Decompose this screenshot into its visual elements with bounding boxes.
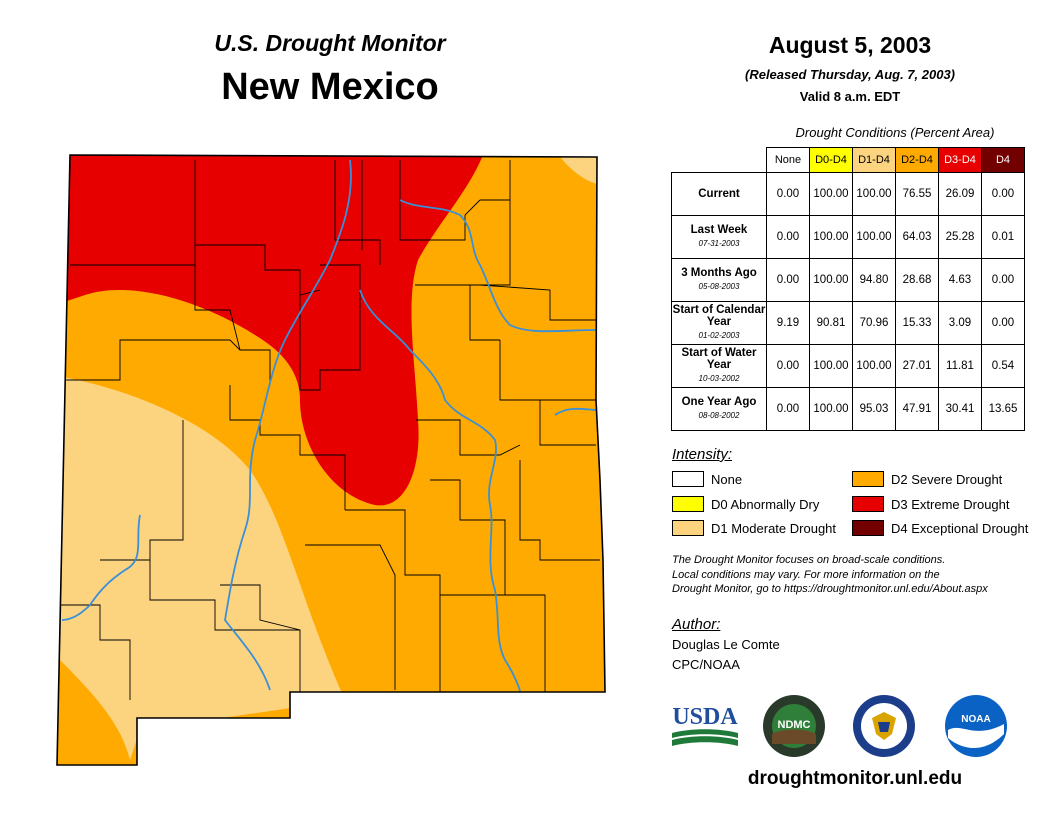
author-name: Douglas Le Comte [672, 637, 780, 652]
table-cell: 0.00 [981, 258, 1025, 302]
table-cell: 95.03 [852, 387, 896, 431]
table-cell: 0.00 [766, 258, 810, 302]
legend-heading: Intensity: [672, 446, 733, 463]
table-caption: Drought Conditions (Percent Area) [795, 125, 995, 140]
table-cell: 30.41 [938, 387, 982, 431]
legend-swatch [672, 496, 704, 512]
legend-swatch [852, 496, 884, 512]
legend-swatch [672, 520, 704, 536]
usda-logo: USDA [672, 704, 738, 746]
legend-item-d2: D2 Severe Drought [852, 470, 1002, 488]
author-heading: Author: [672, 616, 721, 633]
row-label: Start of Calendar Year 01-02-2003 [671, 301, 767, 345]
drought-map [56, 154, 606, 766]
table-cell: 0.00 [766, 387, 810, 431]
table-cell: 15.33 [895, 301, 939, 345]
table-cell: 100.00 [852, 215, 896, 259]
table-row: One Year Ago 08-08-2002 0.00 100.00 95.03… [671, 387, 1025, 431]
svg-text:NDMC: NDMC [778, 719, 811, 731]
legend-swatch [672, 471, 704, 487]
state-outline [56, 154, 606, 766]
row-label: Start of Water Year 10-03-2002 [671, 344, 767, 388]
table-cell: 64.03 [895, 215, 939, 259]
table-cell: 11.81 [938, 344, 982, 388]
table-cell: 47.91 [895, 387, 939, 431]
commerce-seal-logo [853, 695, 915, 757]
col-header-d1-d4: D1-D4 [852, 147, 896, 173]
table-cell: 100.00 [809, 258, 853, 302]
table-cell: 0.00 [766, 215, 810, 259]
website-link[interactable]: droughtmonitor.unl.edu [747, 768, 963, 789]
d1-moderate-drought-west [57, 375, 345, 760]
svg-text:USDA: USDA [672, 704, 738, 730]
rivers [61, 159, 599, 693]
table-cell: 3.09 [938, 301, 982, 345]
table-cell: 4.63 [938, 258, 982, 302]
ndmc-logo: NDMC [763, 695, 825, 757]
valid-time: Valid 8 a.m. EDT [799, 89, 901, 104]
legend-swatch [852, 471, 884, 487]
table-cell: 13.65 [981, 387, 1025, 431]
drought-stats-table: None D0-D4 D1-D4 D2-D4 D3-D4 D4 Current … [671, 147, 1025, 431]
table-row: 3 Months Ago 05-08-2003 0.00 100.00 94.80… [671, 258, 1025, 302]
release-date: (Released Thursday, Aug. 7, 2003) [745, 67, 955, 82]
col-header-d2-d4: D2-D4 [895, 147, 939, 173]
table-cell: 25.28 [938, 215, 982, 259]
table-cell: 100.00 [809, 172, 853, 216]
row-label: Current [671, 172, 767, 216]
legend-item-d1: D1 Moderate Drought [672, 519, 836, 537]
row-label: One Year Ago 08-08-2002 [671, 387, 767, 431]
legend-item-none: None [672, 470, 742, 488]
table-cell: 27.01 [895, 344, 939, 388]
col-header-none: None [766, 147, 810, 173]
table-cell: 94.80 [852, 258, 896, 302]
map-date: August 5, 2003 [768, 32, 932, 58]
legend-swatch [852, 520, 884, 536]
table-cell: 0.00 [766, 344, 810, 388]
table-cell: 0.01 [981, 215, 1025, 259]
table-cell: 100.00 [809, 344, 853, 388]
table-row: Current 0.00 100.00 100.00 76.55 26.09 0… [671, 172, 1025, 216]
map-brand-title: U.S. Drought Monitor [214, 30, 446, 56]
author-org: CPC/NOAA [672, 657, 740, 672]
legend-item-d0: D0 Abnormally Dry [672, 495, 819, 513]
table-cell: 100.00 [852, 172, 896, 216]
table-cell: 26.09 [938, 172, 982, 216]
table-row: Last Week 07-31-2003 0.00 100.00 100.00 6… [671, 215, 1025, 259]
row-label: 3 Months Ago 05-08-2003 [671, 258, 767, 302]
table-cell: 100.00 [809, 387, 853, 431]
disclaimer-note: The Drought Monitor focuses on broad-sca… [672, 554, 988, 595]
table-cell: 90.81 [809, 301, 853, 345]
table-cell: 70.96 [852, 301, 896, 345]
county-boundaries [60, 160, 600, 700]
row-label: Last Week 07-31-2003 [671, 215, 767, 259]
table-cell: 9.19 [766, 301, 810, 345]
col-header-d4: D4 [981, 147, 1025, 173]
legend-item-d3: D3 Extreme Drought [852, 495, 1010, 513]
state-title: New Mexico [221, 66, 439, 108]
table-row: Start of Calendar Year 01-02-2003 9.19 90… [671, 301, 1025, 345]
noaa-logo: NOAA [945, 695, 1007, 757]
table-cell: 0.00 [981, 301, 1025, 345]
table-cell: 0.54 [981, 344, 1025, 388]
col-header-d3-d4: D3-D4 [938, 147, 982, 173]
table-cell: 100.00 [852, 344, 896, 388]
svg-text:NOAA: NOAA [961, 714, 990, 725]
table-cell: 0.00 [766, 172, 810, 216]
d1-moderate-drought-northeast [555, 155, 605, 185]
table-cell: 28.68 [895, 258, 939, 302]
table-cell: 76.55 [895, 172, 939, 216]
legend-item-d4: D4 Exceptional Drought [852, 519, 1028, 537]
d3-extreme-drought-region [57, 155, 485, 506]
table-row: Start of Water Year 10-03-2002 0.00 100.0… [671, 344, 1025, 388]
table-cell: 0.00 [981, 172, 1025, 216]
table-cell: 100.00 [809, 215, 853, 259]
col-header-d0-d4: D0-D4 [809, 147, 853, 173]
